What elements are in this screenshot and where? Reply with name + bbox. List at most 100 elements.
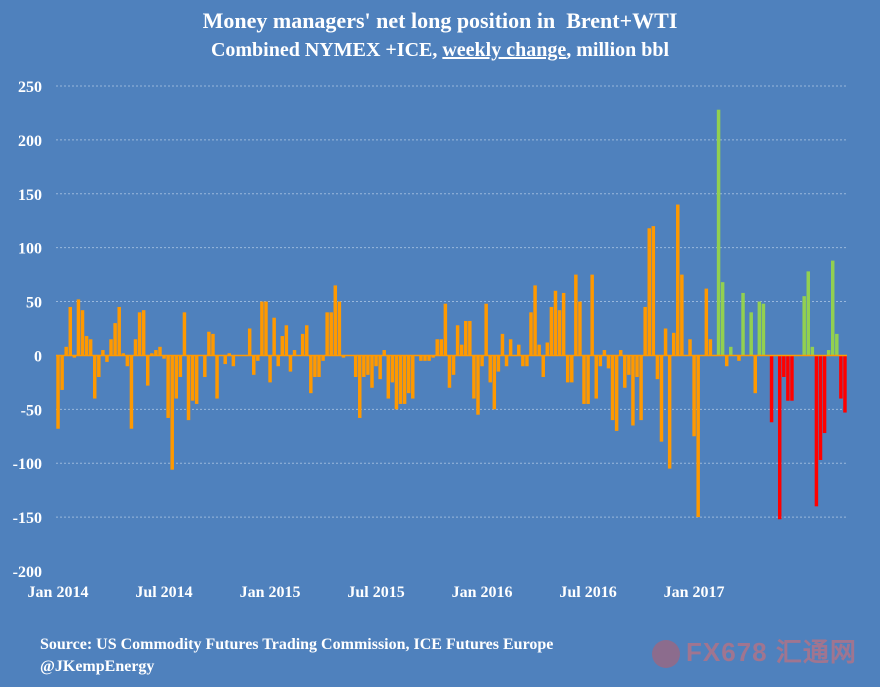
bar: [659, 355, 664, 442]
bar: [170, 355, 174, 470]
bar: [313, 355, 317, 377]
subtitle-prefix: Combined NYMEX +ICE,: [210, 39, 443, 61]
bar: [358, 355, 362, 418]
bar: [56, 355, 60, 429]
bar: [353, 355, 358, 377]
bar: [830, 260, 835, 356]
bar: [590, 274, 594, 356]
bar: [276, 355, 280, 367]
bar: [602, 350, 607, 356]
bar: [806, 271, 811, 356]
bar: [121, 353, 126, 356]
bar: [688, 339, 692, 356]
bar: [174, 355, 179, 399]
y-tick-label: 150: [18, 187, 42, 204]
bar: [329, 312, 333, 356]
bar: [623, 355, 627, 388]
bar: [423, 355, 427, 361]
bar: [227, 353, 232, 356]
bar: [582, 355, 586, 404]
watermark-text: FX678 汇通网: [686, 637, 857, 667]
bar: [671, 332, 676, 356]
bar: [84, 336, 89, 356]
bar: [508, 339, 513, 356]
bar: [476, 355, 480, 415]
bar: [223, 355, 227, 365]
bar: [272, 317, 276, 356]
y-tick-label: 250: [18, 79, 42, 96]
bar: [292, 350, 297, 356]
x-tick-label: Jan 2017: [664, 584, 725, 601]
bar: [565, 355, 570, 383]
bar: [614, 355, 619, 431]
x-tick-label: Jan 2014: [28, 584, 89, 601]
bar: [561, 292, 566, 356]
author-handle: @JKempEnergy: [40, 658, 155, 675]
bar: [256, 355, 260, 361]
bar: [720, 282, 725, 356]
bar: [504, 355, 509, 367]
bar: [517, 344, 521, 356]
y-tick-label: -200: [13, 564, 42, 581]
bar: [525, 355, 529, 367]
bar: [578, 301, 582, 356]
bar: [300, 333, 305, 356]
bar: [186, 355, 191, 421]
bar: [394, 355, 399, 410]
bar: [166, 355, 170, 418]
x-tick-label: Jan 2015: [240, 584, 301, 601]
x-tick-label: Jul 2016: [559, 584, 616, 601]
bar: [818, 355, 823, 460]
bar: [101, 350, 105, 356]
bar: [378, 355, 382, 380]
bar: [137, 312, 142, 356]
bar: [782, 355, 786, 377]
y-tick-label: -50: [21, 402, 42, 419]
bar: [753, 355, 757, 394]
bar: [472, 355, 476, 399]
bar: [618, 350, 623, 356]
bar: [113, 323, 117, 356]
bar: [643, 306, 647, 356]
bar: [150, 353, 154, 356]
bar: [521, 355, 525, 367]
bar: [724, 355, 729, 367]
bar: [676, 204, 680, 356]
bar: [60, 355, 64, 390]
bar: [125, 355, 130, 367]
bar: [68, 306, 73, 356]
bar: [496, 355, 501, 372]
subtitle-suffix: , million bbl: [566, 39, 670, 61]
bar: [284, 325, 289, 356]
bar: [398, 355, 403, 404]
x-tick-label: Jul 2015: [347, 584, 404, 601]
bar: [109, 339, 113, 356]
bar: [321, 355, 325, 361]
bar: [268, 355, 272, 383]
watermark-logo: FX678 汇通网: [652, 632, 857, 669]
bar: [146, 355, 150, 386]
bar: [309, 355, 313, 394]
bar: [370, 355, 374, 388]
bar: [692, 355, 696, 437]
bar: [749, 312, 753, 356]
bar: [843, 355, 847, 413]
bar: [814, 355, 819, 507]
bar: [76, 299, 81, 356]
bar: [647, 228, 651, 356]
y-tick-label: 0: [34, 348, 42, 365]
bar: [533, 285, 537, 356]
bar: [162, 355, 166, 359]
bar: [492, 355, 497, 410]
bar: [435, 339, 439, 356]
chart-title: Money managers' net long position in Bre…: [202, 8, 678, 33]
bar: [598, 355, 603, 367]
bar: [447, 355, 452, 388]
bar: [769, 355, 774, 423]
bar: [325, 312, 329, 356]
bar: [570, 355, 574, 383]
bar: [190, 355, 195, 401]
bar: [777, 355, 782, 520]
bar: [529, 312, 533, 356]
